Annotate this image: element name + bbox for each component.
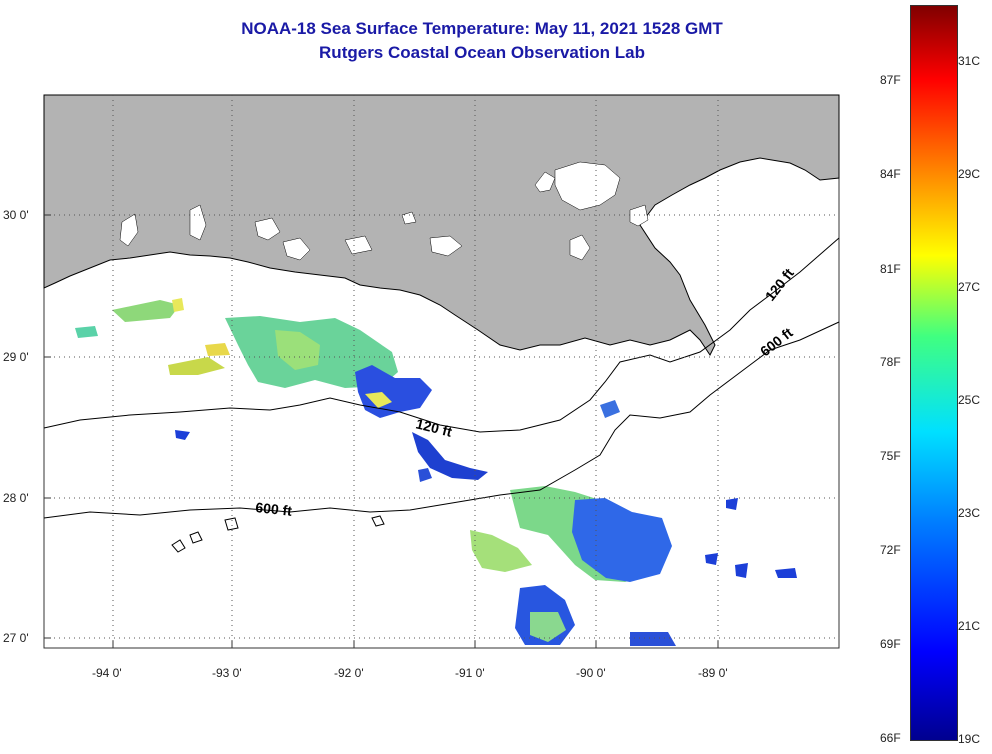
cb-f-78: 78F (880, 355, 901, 369)
lat-label-28: 28 0' (3, 491, 29, 505)
cb-c-23: 23C (958, 506, 981, 520)
cb-c-19: 19C (958, 732, 981, 746)
grid-lines (44, 95, 839, 648)
cb-c-27: 27C (958, 280, 981, 294)
lat-label-29: 29 0' (3, 350, 29, 364)
cb-f-72: 72F (880, 543, 901, 557)
cb-c-21: 21C (958, 619, 981, 633)
lon-label-92: -92 0' (334, 666, 364, 680)
sst-data (75, 298, 797, 646)
cb-f-81: 81F (880, 262, 901, 276)
cb-f-69: 69F (880, 637, 901, 651)
contour-600ft (43, 321, 840, 519)
lon-label-90: -90 0' (576, 666, 606, 680)
cb-c-29: 29C (958, 167, 981, 181)
lon-label-93: -93 0' (212, 666, 242, 680)
contour-label-600-south: 600 ft (255, 499, 293, 519)
cb-f-87: 87F (880, 73, 901, 87)
cb-f-66: 66F (880, 731, 901, 745)
map-title: NOAA-18 Sea Surface Temperature: May 11,… (241, 19, 723, 38)
map-subtitle: Rutgers Coastal Ocean Observation Lab (319, 43, 645, 62)
contour-120ft (43, 237, 840, 433)
depth-contours (43, 237, 840, 553)
lon-label-91: -91 0' (455, 666, 485, 680)
cb-c-31: 31C (958, 54, 981, 68)
lon-label-89: -89 0' (698, 666, 728, 680)
cb-c-25: 25C (958, 393, 981, 407)
lon-label-94: -94 0' (92, 666, 122, 680)
cb-f-84: 84F (880, 167, 901, 181)
land-mass (43, 94, 840, 356)
lat-label-30: 30 0' (3, 208, 29, 222)
cb-f-75: 75F (880, 449, 901, 463)
axis-ticks (44, 214, 719, 648)
lat-label-27: 27 0' (3, 631, 29, 645)
lakes (119, 161, 649, 261)
temperature-colorbar (910, 5, 958, 741)
